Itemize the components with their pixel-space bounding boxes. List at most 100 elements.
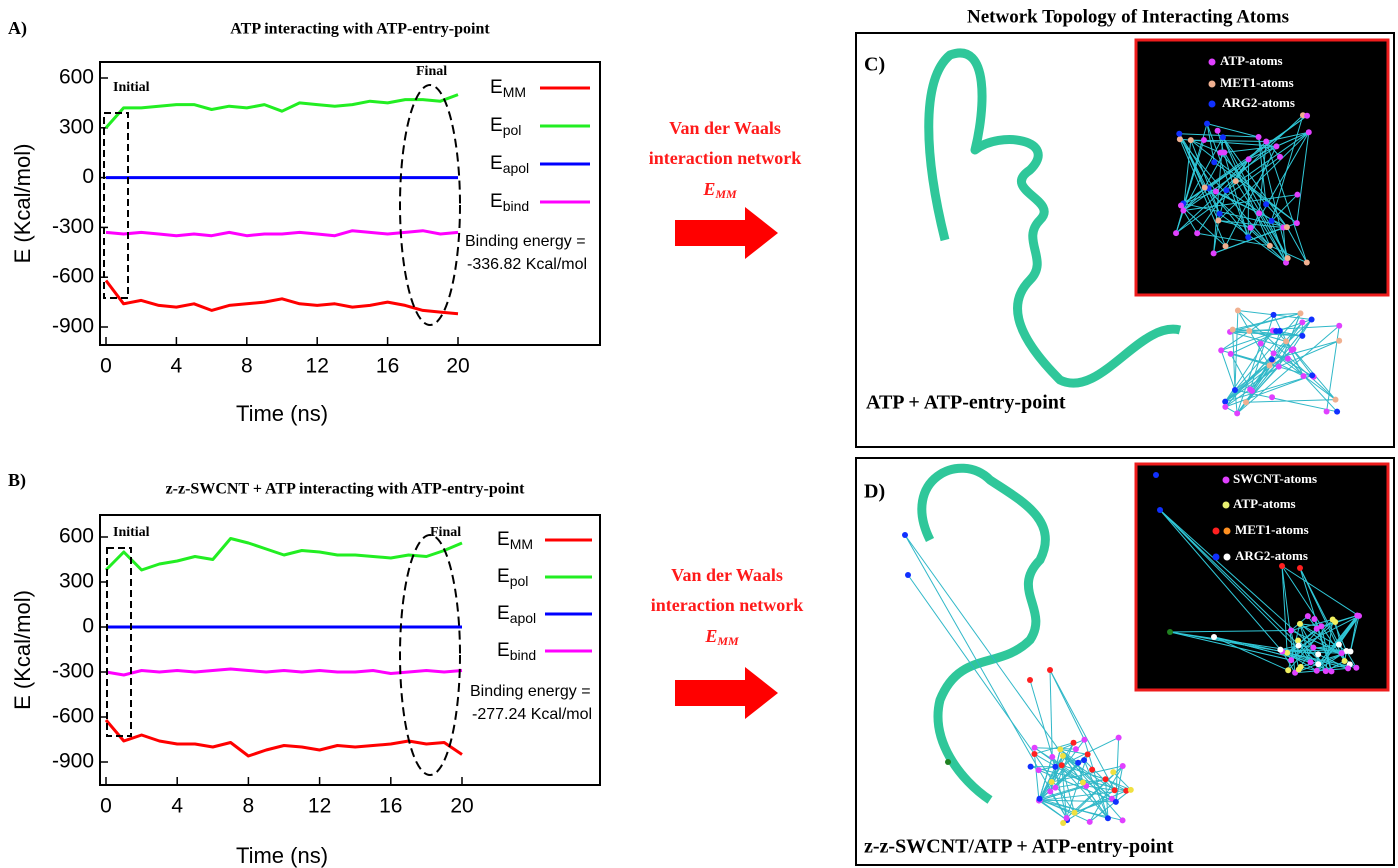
atom — [1229, 326, 1236, 333]
atom — [1232, 178, 1239, 185]
atom — [1218, 347, 1225, 354]
bond — [1213, 137, 1224, 254]
bond — [1180, 158, 1249, 206]
atom — [1063, 815, 1070, 822]
atom — [1123, 787, 1130, 794]
initial-box — [106, 547, 132, 737]
atom — [1288, 657, 1295, 664]
y-tick-label: -900 — [52, 750, 94, 773]
atom — [1268, 356, 1275, 363]
atom — [1049, 753, 1056, 760]
legend-sub: MM — [510, 536, 533, 552]
legend-sub: apol — [503, 160, 529, 176]
symbol-sub: MM — [714, 187, 737, 201]
atom — [1211, 634, 1217, 640]
atom — [1270, 311, 1277, 318]
chart-title: z-z-SWCNT + ATP interacting with ATP-ent… — [166, 481, 526, 498]
bond — [1060, 748, 1088, 755]
bond — [1236, 343, 1262, 414]
bond — [1229, 331, 1303, 337]
bond — [1281, 565, 1296, 673]
arrow-text: Van der Waals — [669, 118, 781, 138]
atom — [1219, 134, 1226, 141]
atom — [1222, 243, 1229, 250]
atom — [1315, 651, 1322, 658]
bond — [1295, 667, 1349, 674]
atom — [1176, 130, 1183, 137]
bond — [1224, 322, 1303, 408]
plot-frame — [99, 61, 601, 346]
arrow-symbol: EMM — [702, 179, 737, 201]
bond — [1169, 631, 1292, 661]
atom — [1266, 362, 1273, 369]
final-ellipse — [399, 84, 461, 326]
panel-label: B) — [8, 470, 26, 491]
atom — [1356, 612, 1363, 619]
bond — [1273, 312, 1301, 316]
bond — [1271, 115, 1304, 221]
symbol: E — [704, 626, 717, 646]
atom — [1070, 739, 1077, 746]
inset-legend-text: ATP-atoms — [1233, 496, 1296, 511]
bond — [1271, 194, 1298, 222]
atom — [1080, 779, 1087, 786]
bond — [1246, 399, 1336, 403]
atom — [1177, 202, 1184, 209]
bond — [1213, 636, 1311, 663]
binding-energy: -277.24 Kcal/mol — [472, 706, 592, 723]
bond — [1271, 340, 1340, 361]
bond — [1217, 130, 1249, 238]
bond — [1276, 131, 1309, 147]
bond — [1285, 341, 1313, 376]
atom — [1297, 565, 1303, 571]
atom — [1329, 616, 1336, 623]
bond — [1349, 615, 1360, 652]
atom — [1243, 399, 1250, 406]
inset-legend-text: MET1-atoms — [1220, 75, 1294, 90]
bond — [1286, 226, 1308, 263]
atom — [1104, 815, 1111, 822]
atom — [1300, 373, 1307, 380]
atom — [1295, 666, 1302, 673]
atom — [1167, 629, 1173, 635]
panel-label: D) — [864, 481, 885, 503]
legend-name: E — [490, 191, 503, 212]
legend-name: E — [497, 529, 510, 550]
atom — [1217, 149, 1224, 156]
symbol-sub: MM — [716, 634, 739, 648]
inset-legend-text: ATP-atoms — [1220, 53, 1283, 68]
series-line — [104, 279, 459, 316]
bond — [907, 574, 1035, 755]
bond — [1232, 312, 1301, 331]
x-tick-label: 0 — [100, 795, 112, 818]
y-tick-label: 0 — [82, 165, 94, 188]
bond — [1061, 737, 1119, 766]
bond — [1169, 631, 1319, 655]
legend-name: E — [490, 115, 503, 136]
y-tick-label: 300 — [59, 570, 94, 593]
x-tick-label: 20 — [450, 795, 473, 818]
arrow — [675, 207, 778, 259]
atom — [1336, 337, 1343, 344]
atom — [1052, 763, 1059, 770]
legend-label: EMM — [497, 529, 533, 552]
annotation: Final — [416, 64, 447, 79]
series-line — [104, 537, 463, 572]
legend-dot — [1208, 80, 1216, 88]
binding-energy: -336.82 Kcal/mol — [467, 256, 587, 273]
atom — [1284, 649, 1291, 656]
atom — [1211, 159, 1218, 166]
atom — [1247, 224, 1254, 231]
binding-energy: Binding energy = — [465, 233, 586, 250]
atom — [1257, 340, 1264, 347]
legend-dot — [1222, 501, 1230, 509]
arrow-text: interaction network — [651, 595, 803, 615]
bond — [1039, 799, 1116, 803]
x-axis-label: Time (ns) — [236, 843, 328, 868]
atom — [1347, 648, 1354, 655]
atom — [1111, 787, 1118, 794]
atom — [1284, 355, 1291, 362]
bond — [1115, 765, 1124, 802]
legend-name: E — [497, 603, 510, 624]
